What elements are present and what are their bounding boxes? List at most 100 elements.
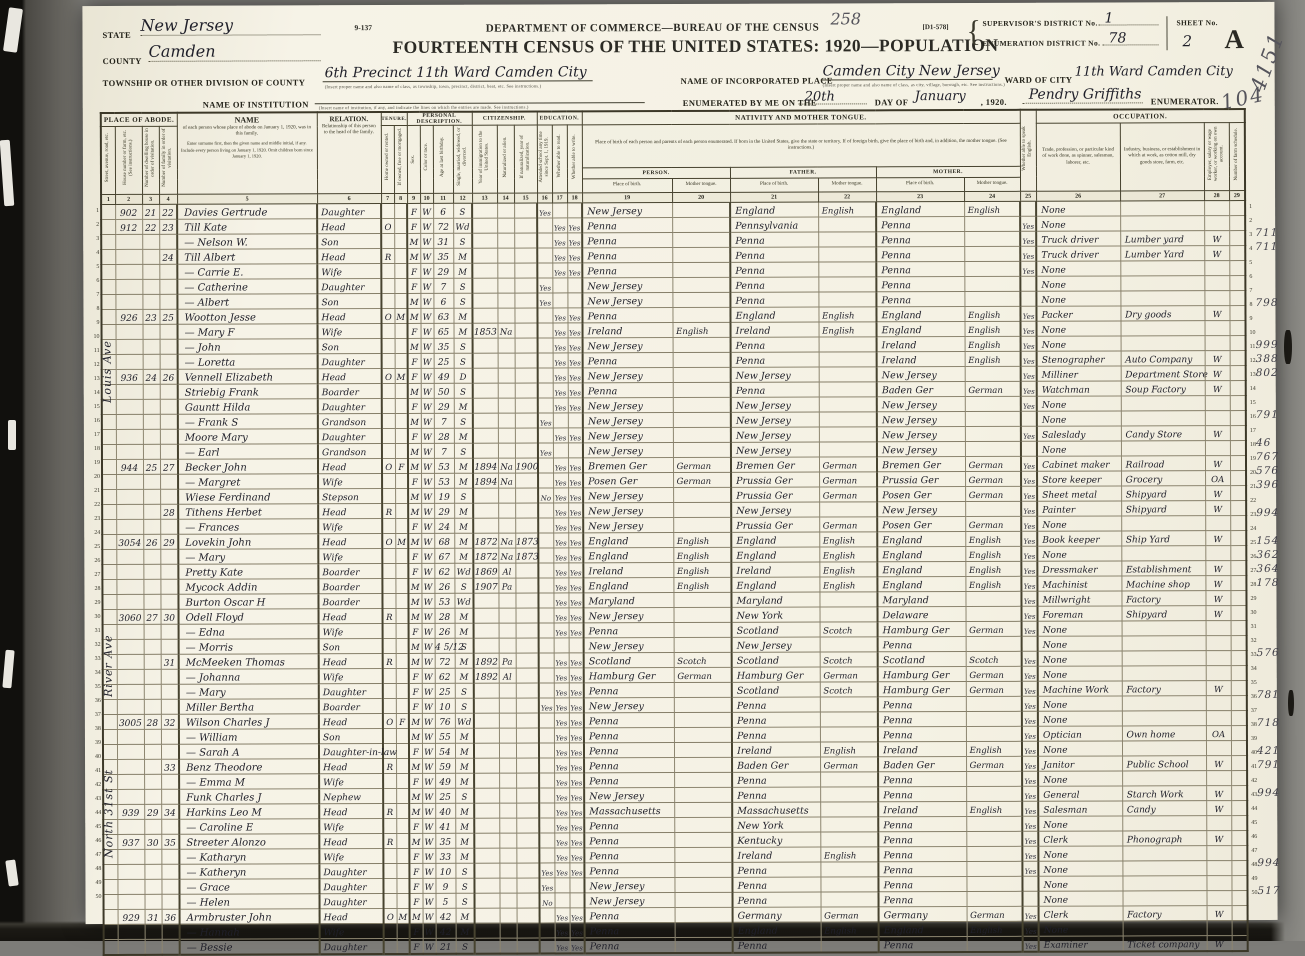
cell-immigration-year bbox=[474, 818, 500, 834]
cell-age: 28 bbox=[433, 428, 454, 444]
cell-sex: F bbox=[407, 218, 421, 234]
cell-speaks-english: Yes bbox=[1021, 531, 1038, 547]
cell-home-owned-or-rented bbox=[382, 668, 396, 684]
cell-age: 55 bbox=[434, 728, 455, 744]
cell-dwelling-number: 29 bbox=[144, 804, 162, 820]
column-number: 23 bbox=[876, 191, 965, 202]
cell-age: 6 bbox=[433, 293, 454, 309]
cell-person-name: Harkins Leo M bbox=[179, 803, 320, 820]
cell-naturalized-or-alien bbox=[499, 878, 517, 894]
cell-marital-status: S bbox=[453, 278, 473, 294]
cell-occupation: None bbox=[1036, 320, 1121, 337]
cell-naturalization-year bbox=[515, 592, 539, 609]
cell-immigration-year bbox=[473, 518, 499, 534]
cell-family-number bbox=[159, 294, 178, 310]
group-citizenship: CITIZENSHIP. bbox=[471, 111, 537, 126]
cell-immigration-year bbox=[472, 308, 498, 324]
cell-sex: M bbox=[409, 758, 423, 774]
cell-able-to-read: Yes bbox=[552, 232, 568, 248]
cell-industry: Public School bbox=[1122, 755, 1207, 771]
cell-person-mother-tongue bbox=[672, 397, 731, 413]
cell-employment-class: W bbox=[1205, 575, 1231, 591]
cell-speaks-english: Yes bbox=[1020, 426, 1038, 442]
cell-house-number: 912 bbox=[115, 219, 143, 235]
column-number: 17 bbox=[552, 192, 568, 203]
cell-naturalized-or-alien: Al bbox=[498, 563, 516, 579]
pencil-margin-number: 711 bbox=[1255, 240, 1279, 253]
cell-naturalized-or-alien bbox=[499, 923, 517, 939]
cell-sex: M bbox=[408, 638, 422, 654]
cell-naturalization-year: 1873 bbox=[515, 547, 539, 564]
cell-attended-school bbox=[537, 367, 553, 383]
cell-father-mother-tongue bbox=[818, 411, 877, 428]
cell-naturalized-or-alien bbox=[498, 638, 516, 654]
cell-sex: F bbox=[409, 893, 423, 909]
cell-mother-birthplace: Hamburg Ger bbox=[877, 681, 966, 697]
cell-sex: F bbox=[408, 683, 422, 699]
cell-naturalization-year bbox=[515, 577, 539, 594]
cell-person-mother-tongue bbox=[672, 277, 731, 293]
cell-home-owned-or-rented bbox=[381, 263, 395, 279]
doc-code: [D1-578] bbox=[922, 23, 949, 32]
cell-person-name: — Mary bbox=[178, 683, 319, 700]
cell-mother-birthplace: Penna bbox=[876, 246, 965, 262]
cell-naturalization-year bbox=[516, 892, 540, 909]
census-table: PLACE OF ABODE. NAME of each person whos… bbox=[99, 108, 1249, 956]
cell-person-birthplace: Hamburg Ger bbox=[583, 667, 674, 683]
cell-able-to-write bbox=[567, 292, 583, 308]
cell-age: 29 bbox=[433, 263, 454, 279]
cell-owned-free-or-mortgaged bbox=[396, 803, 410, 819]
cell-home-owned-or-rented: R bbox=[383, 833, 397, 849]
cell-employment-class: W bbox=[1205, 455, 1231, 471]
cell-father-mother-tongue: German bbox=[820, 756, 879, 773]
cell-naturalization-year bbox=[515, 682, 539, 699]
incorporated-blank bbox=[820, 78, 993, 81]
cell-naturalization-year bbox=[515, 622, 539, 639]
cell-owned-free-or-mortgaged bbox=[395, 638, 409, 654]
col-free-mortgaged: If owned, free or mortgaged. bbox=[393, 125, 408, 194]
cell-house-number bbox=[116, 504, 144, 520]
cell-father-mother-tongue bbox=[818, 231, 877, 248]
cell-father-birthplace: Penna bbox=[732, 787, 821, 803]
cell-attended-school bbox=[538, 457, 554, 473]
year-text: , 1920. bbox=[980, 96, 1007, 107]
cell-mother-mother-tongue: English bbox=[964, 201, 1021, 217]
cell-mother-mother-tongue bbox=[965, 696, 1022, 712]
cell-marital-status: M bbox=[454, 623, 474, 639]
cell-sex: M bbox=[407, 233, 421, 249]
cell-naturalization-year bbox=[516, 802, 540, 819]
cell-owned-free-or-mortgaged bbox=[395, 548, 409, 564]
name-desc3: Include every person living on January 1… bbox=[180, 147, 313, 159]
cell-mother-mother-tongue: Scotch bbox=[965, 651, 1022, 667]
pencil-margin-number: 781 bbox=[1256, 688, 1280, 701]
cell-mother-mother-tongue bbox=[966, 846, 1023, 862]
cell-owned-free-or-mortgaged bbox=[394, 413, 408, 429]
street-cell bbox=[102, 504, 117, 520]
cell-mother-birthplace: Penna bbox=[878, 936, 967, 953]
cell-father-birthplace: Massachusetts bbox=[732, 802, 821, 818]
township-blank bbox=[322, 80, 593, 83]
col-employment-class: Employer, salary or wage worker, or work… bbox=[1203, 122, 1230, 191]
cell-color-or-race: W bbox=[420, 383, 434, 399]
street-cell bbox=[103, 894, 118, 910]
cell-industry: Lumber Yard bbox=[1120, 245, 1205, 261]
cell-father-birthplace: Penna bbox=[732, 862, 821, 878]
cell-naturalization-year bbox=[516, 772, 540, 789]
cell-farm-schedule bbox=[1231, 785, 1248, 801]
cell-naturalized-or-alien bbox=[497, 308, 515, 324]
cell-industry bbox=[1122, 845, 1207, 861]
cell-occupation: None bbox=[1038, 860, 1123, 877]
cell-relation: Daughter-in-law bbox=[318, 743, 397, 759]
cell-naturalization-year bbox=[516, 907, 540, 924]
cell-color-or-race: W bbox=[420, 323, 434, 339]
cell-color-or-race: W bbox=[422, 803, 436, 819]
cell-attended-school bbox=[539, 727, 555, 743]
cell-speaks-english: Yes bbox=[1022, 846, 1039, 862]
cell-naturalization-year bbox=[516, 817, 540, 834]
cell-family-number: 32 bbox=[160, 714, 179, 730]
cell-mother-birthplace: Penna bbox=[876, 216, 965, 232]
cell-immigration-year: 1894 bbox=[473, 473, 499, 489]
cell-sex: M bbox=[408, 728, 422, 744]
line-number: 43 bbox=[95, 796, 102, 803]
cell-color-or-race: W bbox=[421, 713, 435, 729]
